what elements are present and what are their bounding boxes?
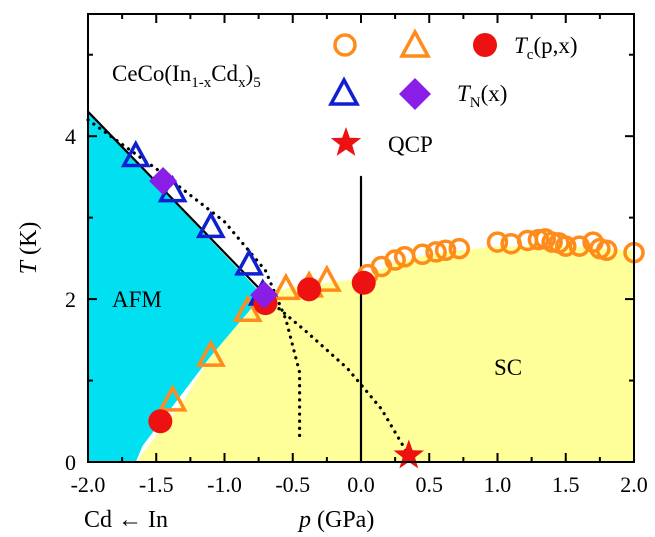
x-tick-label: -1.5 (139, 472, 174, 497)
tn-open-triangle-point (234, 248, 265, 276)
boundary-line-dotted-2 (261, 293, 411, 458)
compound-sub-1: 1-x (191, 75, 211, 91)
compound-mid: Cd (211, 61, 238, 86)
y-axis-title-rest: (K) (16, 222, 42, 261)
x-tick-label: 1.5 (552, 472, 580, 497)
tc-filled-circle-point (297, 277, 322, 302)
tc-open-circle-point (555, 235, 577, 257)
x-tick-label: 0.5 (416, 472, 444, 497)
tc-filled-circle-point (351, 270, 376, 295)
tc-filled-circle-point (148, 409, 173, 434)
tc-open-circle-point (568, 235, 591, 257)
legend-tc-italic: T (514, 33, 529, 58)
legend-tc-rest: (p,x) (533, 33, 577, 58)
legend-red-circle-marker (473, 33, 497, 57)
tc-open-circle-point (425, 241, 447, 263)
legend-red-star-marker (330, 127, 362, 156)
phase-boundary-lines (86, 110, 411, 464)
compound-base: CeCo(In (112, 61, 192, 86)
legend-tn-rest: (x) (481, 81, 508, 106)
legend-tc-sub: c (527, 47, 534, 63)
compound-formula: CeCo(In1-xCdx)5 (112, 61, 261, 91)
x-tick-label: 1.0 (484, 472, 512, 497)
x-tick-label: -0.5 (275, 472, 310, 497)
tc-open-circle-point (595, 239, 618, 261)
tn-diamond-point (250, 281, 279, 310)
legend-qcp-label: QCP (388, 132, 433, 157)
tc-open-circle-point (448, 237, 471, 260)
tc-open-circle-point (384, 249, 406, 271)
tc-open-triangle-point (195, 339, 226, 367)
y-tick-label: 4 (65, 124, 76, 149)
tc-open-triangle-point (232, 294, 263, 323)
tc-open-triangle-point (270, 272, 301, 301)
compound-sub-2: x (238, 75, 246, 91)
compound-sub-3: 5 (253, 75, 261, 91)
tc-open-triangle-point (311, 264, 342, 292)
data-markers (120, 139, 645, 469)
boundary-line-solid-0 (86, 110, 267, 297)
y-axis-title-italic: T (16, 259, 42, 274)
x-axis-left-label: Cd ← In (84, 507, 168, 533)
x-tick-label: -1.0 (207, 472, 242, 497)
x-axis-title-rest: (GPa) (311, 507, 374, 533)
y-tick-label: 0 (65, 450, 76, 475)
x-tick-label: -2.0 (71, 472, 106, 497)
legend-tn-sub: N (470, 95, 481, 111)
legend-purple-diamond-marker (399, 78, 431, 110)
legend-tn-label: TN(x) (457, 81, 507, 111)
y-tick-label: 2 (65, 287, 76, 312)
legend: Tc(p,x) TN(x) QCP (328, 28, 578, 157)
y-axis-title: T (K) (16, 222, 42, 275)
sc-region-label: SC (494, 355, 522, 380)
qcp-star-point (393, 439, 424, 469)
x-axis-title: p (GPa) (297, 507, 374, 533)
legend-tc-label: Tc(p,x) (514, 33, 578, 63)
legend-tn-italic: T (457, 81, 472, 106)
tc-open-circle-point (486, 231, 509, 253)
tc-open-circle-point (434, 239, 457, 261)
x-axis-title-italic: p (297, 507, 311, 533)
legend-orange-triangle-marker (399, 28, 431, 58)
afm-region-fill (88, 111, 263, 462)
legend-orange-circle-marker (333, 33, 357, 57)
tc-open-circle-point (411, 243, 434, 266)
tn-open-triangle-point (195, 210, 226, 239)
tn-diamond-point (149, 166, 178, 195)
tc-open-triangle-point (157, 384, 188, 412)
afm-region-label: AFM (112, 287, 162, 312)
x-tick-label: 0.0 (347, 472, 375, 497)
boundary-line-dotted-1 (86, 118, 302, 440)
x-tick-label: 2.0 (620, 472, 648, 497)
legend-blue-triangle-marker (328, 76, 360, 106)
compound-end: ) (246, 61, 254, 86)
axis-ticks: -2.0 -1.5 -1.0 -0.5 0.0 0.5 1.0 1.5 2.0 0 2 4 (65, 14, 648, 497)
tn-open-triangle-point (120, 139, 151, 168)
